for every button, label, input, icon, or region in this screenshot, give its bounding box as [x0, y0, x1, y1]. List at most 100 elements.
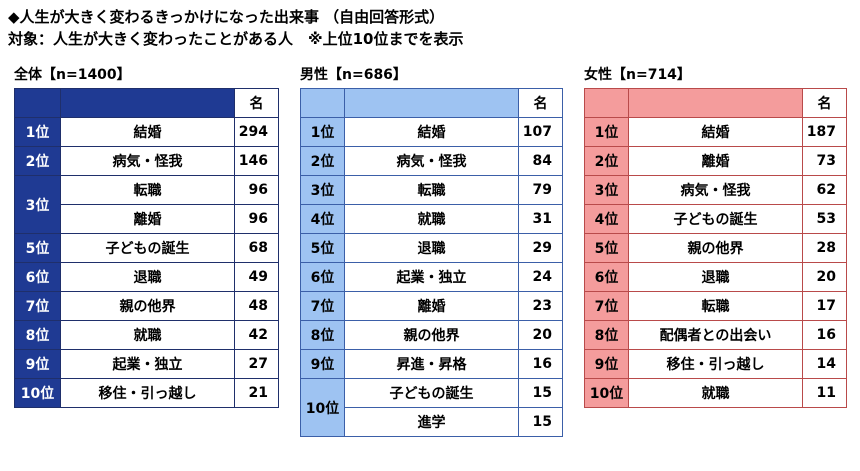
rank-cell: 6位	[14, 262, 61, 292]
item-cell: 離婚	[344, 291, 519, 321]
table-row: 7位 転職 17	[584, 291, 847, 321]
rank-cell: 8位	[300, 320, 345, 350]
value-cell: 20	[518, 320, 563, 350]
value-cell: 15	[518, 407, 563, 437]
header-rank-cell	[584, 88, 629, 118]
table-row: 8位 配偶者との出会い 16	[584, 320, 847, 350]
male-ranking-table: 名 1位 結婚 107 2位 病気・怪我 84 3位 転職 79 4位 就職 31 5位 退職 29 6位 起業・…	[300, 88, 563, 437]
header-item-cell	[344, 88, 519, 118]
rank-cell: 6位	[300, 262, 345, 292]
item-cell: 移住・引っ越し	[628, 349, 803, 379]
value-cell: 68	[234, 233, 279, 263]
item-cell: 転職	[60, 175, 235, 205]
rank-cell: 10位	[300, 378, 345, 437]
item-cell: 病気・怪我	[628, 175, 803, 205]
table-row: 1位 結婚 107	[300, 117, 563, 147]
table-row: 1位 結婚 294	[14, 117, 279, 147]
table-row: 1位 結婚 187	[584, 117, 847, 147]
value-cell: 84	[518, 146, 563, 176]
rank-cell: 1位	[300, 117, 345, 147]
rank-cell: 1位	[584, 117, 629, 147]
value-cell: 294	[234, 117, 279, 147]
value-cell: 27	[234, 349, 279, 379]
rank-cell: 6位	[584, 262, 629, 292]
value-cell: 96	[234, 204, 279, 234]
item-cell: 病気・怪我	[344, 146, 519, 176]
item-cell: 子どもの誕生	[628, 204, 803, 234]
rank-cell: 3位	[584, 175, 629, 205]
value-cell: 28	[802, 233, 847, 263]
table-row: 3位 転職 79	[300, 175, 563, 205]
item-cell: 病気・怪我	[60, 146, 235, 176]
value-cell: 23	[518, 291, 563, 321]
item-cell: 離婚	[628, 146, 803, 176]
value-cell: 11	[802, 378, 847, 408]
value-cell: 29	[518, 233, 563, 263]
female-ranking-body: 名 1位 結婚 187 2位 離婚 73 3位 病気・怪我 62 4位 子どもの誕生 53 5位 親の他界 2…	[584, 88, 847, 408]
value-cell: 48	[234, 291, 279, 321]
value-cell: 24	[518, 262, 563, 292]
rank-cell: 2位	[300, 146, 345, 176]
item-cell: 移住・引っ越し	[60, 378, 235, 408]
overall-panel-label: 全体【n=1400】	[14, 67, 131, 83]
rank-cell: 7位	[14, 291, 61, 321]
item-cell: 結婚	[344, 117, 519, 147]
item-cell: 就職	[344, 204, 519, 234]
item-cell: 起業・独立	[60, 349, 235, 379]
value-cell: 62	[802, 175, 847, 205]
rank-cell: 4位	[300, 204, 345, 234]
table-header-row: 名	[584, 88, 847, 118]
table-row: 3位 転職 96	[14, 175, 279, 234]
table-row: 6位 退職 49	[14, 262, 279, 292]
item-cell: 親の他界	[628, 233, 803, 263]
value-cell: 53	[802, 204, 847, 234]
rank-cell: 5位	[14, 233, 61, 263]
table-header-row: 名	[300, 88, 563, 118]
header-unit-cell: 名	[518, 88, 563, 118]
rank-cell: 3位	[300, 175, 345, 205]
rank-cell: 10位	[14, 378, 61, 408]
item-cell: 進学	[344, 407, 519, 437]
table-row: 2位 病気・怪我 84	[300, 146, 563, 176]
item-cell: 親の他界	[60, 291, 235, 321]
table-row: 6位 起業・独立 24	[300, 262, 563, 292]
value-cell: 20	[802, 262, 847, 292]
rank-cell: 9位	[14, 349, 61, 379]
table-row: 2位 離婚 73	[584, 146, 847, 176]
rank-cell: 7位	[584, 291, 629, 321]
table-row: 7位 離婚 23	[300, 291, 563, 321]
item-cell: 親の他界	[344, 320, 519, 350]
item-cell: 結婚	[60, 117, 235, 147]
item-cell: 離婚	[60, 204, 235, 234]
value-cell: 16	[518, 349, 563, 379]
overall-ranking-table: 名 1位 結婚 294 2位 病気・怪我 146 3位 転職 96 離婚 96 5位 子どもの誕生 68 6位…	[14, 88, 279, 408]
item-cell: 起業・独立	[344, 262, 519, 292]
table-row: 6位 退職 20	[584, 262, 847, 292]
value-cell: 17	[802, 291, 847, 321]
table-row: 10位 就職 11	[584, 378, 847, 408]
value-cell: 21	[234, 378, 279, 408]
item-cell: 退職	[628, 262, 803, 292]
item-cell: 就職	[60, 320, 235, 350]
table-row: 8位 親の他界 20	[300, 320, 563, 350]
value-cell: 16	[802, 320, 847, 350]
table-row: 進学 15	[301, 407, 563, 437]
rank-cell: 9位	[300, 349, 345, 379]
value-cell: 15	[518, 378, 563, 408]
table-row: 9位 起業・独立 27	[14, 349, 279, 379]
value-cell: 49	[234, 262, 279, 292]
item-cell: 子どもの誕生	[344, 378, 519, 408]
header-unit-cell: 名	[234, 88, 279, 118]
table-row: 5位 親の他界 28	[584, 233, 847, 263]
table-row: 9位 昇進・昇格 16	[300, 349, 563, 379]
overall-ranking-body: 名 1位 結婚 294 2位 病気・怪我 146 3位 転職 96 離婚 96 5位 子どもの誕生 68 6位…	[14, 88, 279, 408]
item-cell: 転職	[628, 291, 803, 321]
male-panel-label: 男性【n=686】	[300, 67, 407, 83]
value-cell: 73	[802, 146, 847, 176]
rank-cell: 5位	[584, 233, 629, 263]
item-cell: 転職	[344, 175, 519, 205]
rank-cell: 2位	[14, 146, 61, 176]
table-row: 9位 移住・引っ越し 14	[584, 349, 847, 379]
table-row: 離婚 96	[15, 204, 279, 234]
rank-cell: 1位	[14, 117, 61, 147]
